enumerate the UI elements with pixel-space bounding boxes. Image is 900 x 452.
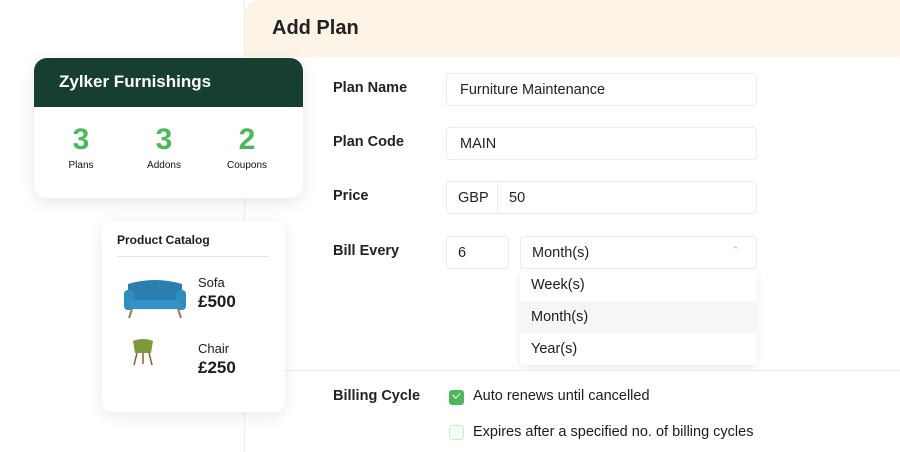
product-catalog-card: Product Catalog Sofa £500 Chair £250 xyxy=(102,221,285,412)
plan-code-label: Plan Code xyxy=(333,134,404,150)
page-title: Add Plan xyxy=(245,0,900,57)
plan-name-input[interactable]: Furniture Maintenance xyxy=(446,73,757,106)
add-plan-panel: Add Plan xyxy=(244,0,900,452)
product-name: Chair xyxy=(198,341,230,356)
product-price: £250 xyxy=(198,358,236,377)
catalog-title: Product Catalog xyxy=(117,221,269,257)
stat-label: Plans xyxy=(68,160,94,171)
bill-every-label: Bill Every xyxy=(333,243,400,259)
plan-code-input[interactable]: MAIN xyxy=(446,127,757,160)
option-month[interactable]: Month(s) xyxy=(520,301,757,333)
auto-renew-label: Auto renews until cancelled xyxy=(473,388,650,404)
option-week[interactable]: Week(s) xyxy=(531,277,585,293)
stat-value: 2 xyxy=(238,123,256,156)
option-year[interactable]: Year(s) xyxy=(531,341,578,357)
expires-label: Expires after a specified no. of billing… xyxy=(473,424,754,440)
stat-value: 3 xyxy=(72,123,90,156)
period-selected: Month(s) xyxy=(532,245,590,261)
stat-label: Addons xyxy=(147,160,181,171)
stat-coupons: 2 Coupons xyxy=(207,123,287,172)
stat-plans: 3 Plans xyxy=(41,123,121,172)
period-select[interactable]: Month(s) ⌃ xyxy=(520,236,757,269)
stat-label: Coupons xyxy=(226,160,268,171)
plan-name-label: Plan Name xyxy=(333,80,408,96)
price-input[interactable]: 50 xyxy=(497,181,757,214)
bill-every-input[interactable]: 6 xyxy=(446,236,509,269)
currency-field: GBP xyxy=(446,181,498,214)
expires-checkbox[interactable] xyxy=(449,425,464,440)
summary-card: Zylker Furnishings 3 Plans 3 Addons 2 Co… xyxy=(34,58,303,198)
product-name: Sofa xyxy=(198,275,225,290)
stat-addons: 3 Addons xyxy=(124,123,204,172)
company-name: Zylker Furnishings xyxy=(34,58,303,107)
price-label: Price xyxy=(333,188,369,204)
divider xyxy=(285,370,900,371)
chevron-up-icon: ⌃ xyxy=(730,245,740,257)
stat-value: 3 xyxy=(155,123,173,156)
product-price: £500 xyxy=(198,292,236,311)
sofa-image xyxy=(124,280,186,319)
product-chair[interactable]: Chair £250 xyxy=(198,341,236,378)
billing-cycle-label: Billing Cycle xyxy=(333,388,421,404)
chair-image xyxy=(133,339,153,366)
product-sofa[interactable]: Sofa £500 xyxy=(198,275,236,312)
auto-renew-checkbox[interactable] xyxy=(449,390,464,405)
check-icon xyxy=(452,390,461,399)
period-dropdown: Week(s) Month(s) Year(s) xyxy=(520,269,757,365)
